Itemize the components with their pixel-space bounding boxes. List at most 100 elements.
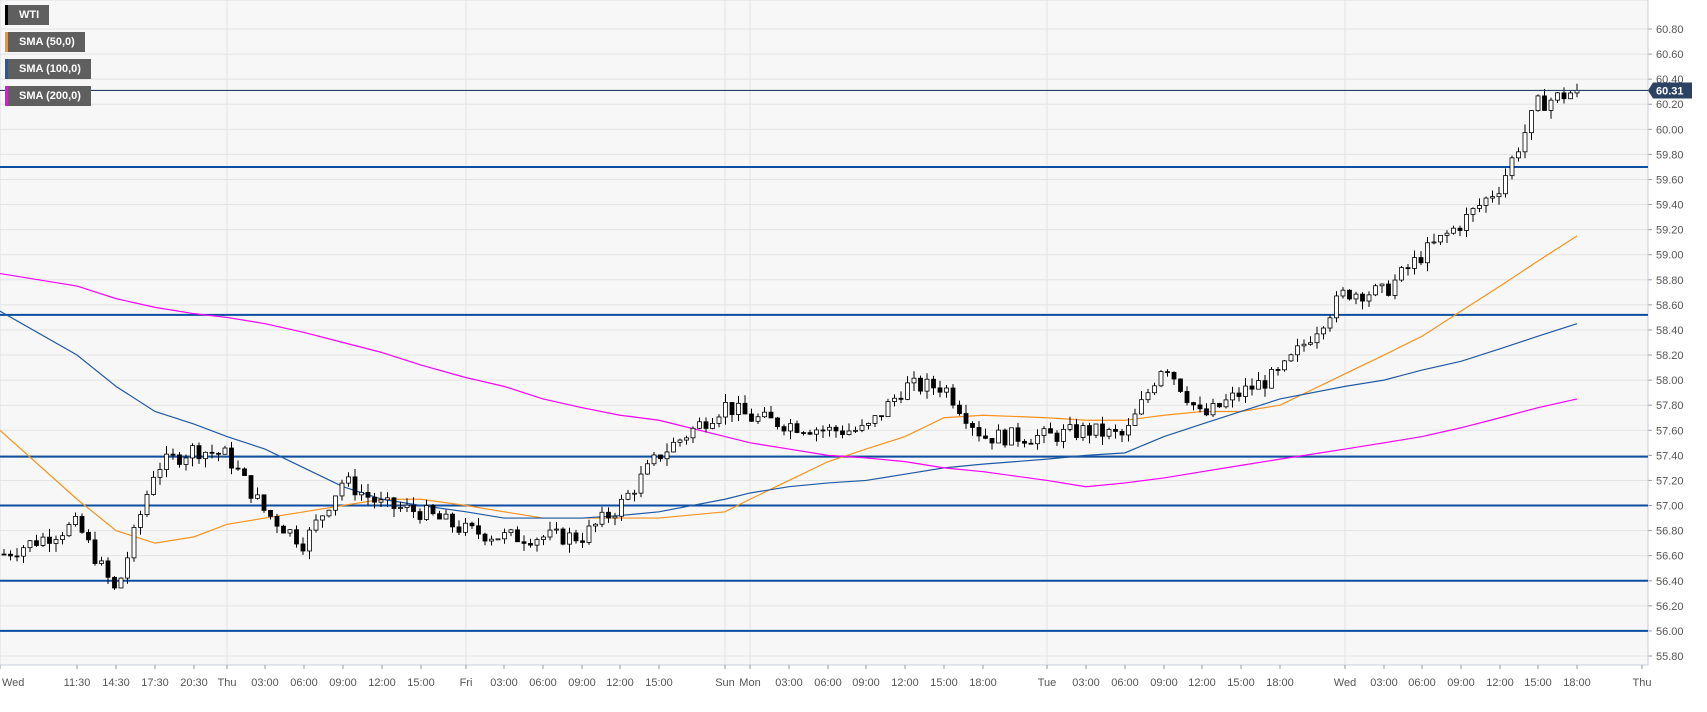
candle-body	[1457, 227, 1463, 231]
x-tick-label: 12:00	[1188, 677, 1216, 689]
candle-body	[456, 526, 462, 533]
candle-body	[983, 435, 988, 439]
candle-body	[1321, 327, 1326, 335]
candle-body	[879, 415, 884, 418]
sma-line	[0, 235, 1578, 544]
candle-body	[775, 417, 780, 428]
candle-body	[528, 543, 533, 546]
candle-body	[1314, 333, 1320, 344]
y-tick-label: 56.80	[1656, 526, 1684, 538]
candle-body	[781, 426, 787, 432]
y-tick-label: 56.20	[1656, 601, 1684, 613]
x-tick-label: 15:00	[930, 677, 958, 689]
legend-item-sma50[interactable]: SMA (50,0)	[5, 32, 85, 52]
candle-body	[1171, 371, 1177, 380]
y-tick-label: 60.00	[1656, 124, 1684, 136]
candle-body	[404, 504, 410, 508]
candle-body	[359, 491, 364, 496]
candle-body	[424, 505, 429, 520]
candles	[1, 83, 1580, 590]
legend-item-wti[interactable]: WTI	[5, 5, 50, 25]
x-tick-label: 09:00	[329, 677, 357, 689]
candle-body	[144, 494, 150, 515]
candle-body	[651, 454, 657, 465]
candle-body	[768, 411, 774, 419]
candle-body	[1360, 293, 1365, 302]
candle-body	[105, 560, 111, 578]
candle-body	[196, 445, 202, 460]
candle-body	[1041, 428, 1047, 436]
candle-body	[664, 451, 670, 460]
candle-body	[1035, 435, 1040, 445]
candle-body	[118, 577, 124, 589]
candle-body	[1152, 385, 1157, 394]
x-tick-label: Thu	[218, 677, 237, 689]
candle-body	[716, 416, 722, 424]
y-tick-label: 57.40	[1656, 450, 1684, 462]
legend-item-sma200[interactable]: SMA (200,0)	[5, 86, 91, 106]
candle-body	[47, 536, 52, 544]
candle-body	[918, 377, 923, 392]
candle-body	[1217, 403, 1222, 408]
candle-body	[1204, 408, 1209, 416]
candle-body	[320, 515, 325, 521]
y-tick-label: 59.60	[1656, 174, 1684, 186]
candle-body	[697, 421, 702, 429]
candle-body	[521, 541, 527, 544]
y-tick-label: 56.60	[1656, 551, 1684, 563]
x-tick-label: Wed	[1334, 677, 1356, 689]
candle-body	[385, 497, 390, 501]
candle-body	[1464, 214, 1469, 231]
candle-body	[944, 387, 949, 393]
x-tick-label: 15:00	[645, 677, 673, 689]
candle-body	[248, 475, 254, 499]
candle-body	[606, 511, 611, 519]
candle-body	[1425, 242, 1430, 264]
candle-body	[489, 538, 494, 542]
y-tick-label: 56.40	[1656, 576, 1684, 588]
candle-body	[1386, 283, 1391, 296]
x-tick-label: 06:00	[529, 677, 557, 689]
x-tick-label: 03:00	[775, 677, 803, 689]
candle-body	[66, 524, 72, 537]
candle-body	[1340, 289, 1346, 297]
candle-body	[1269, 369, 1274, 389]
candle-body	[892, 397, 897, 402]
candle-body	[391, 497, 397, 509]
candle-body	[1262, 380, 1268, 389]
current-price-tag	[1648, 82, 1692, 99]
candle-body	[1366, 294, 1372, 302]
candle-body	[684, 437, 689, 441]
candle-body	[378, 499, 384, 503]
candle-body	[190, 445, 195, 459]
y-tick-label: 57.00	[1656, 501, 1684, 513]
candle-body	[599, 511, 605, 525]
candle-body	[1555, 92, 1560, 101]
candle-body	[1119, 431, 1125, 436]
candle-body	[1002, 429, 1008, 446]
candle-body	[482, 533, 488, 542]
candle-body	[736, 402, 741, 415]
x-tick-label: 09:00	[1150, 677, 1178, 689]
candle-body	[1568, 92, 1573, 100]
candle-body	[463, 522, 468, 533]
y-tick-label: 58.80	[1656, 275, 1684, 287]
x-tick-label: 12:00	[368, 677, 396, 689]
candle-body	[814, 429, 819, 435]
x-tick-label: 06:00	[814, 677, 842, 689]
candle-body	[1308, 342, 1313, 345]
candle-body	[827, 426, 832, 431]
candle-body	[1392, 279, 1398, 296]
candle-body	[989, 437, 995, 444]
legend-item-sma100[interactable]: SMA (100,0)	[5, 59, 91, 79]
x-tick-label: 03:00	[490, 677, 518, 689]
candle-body	[430, 505, 436, 515]
candle-body	[593, 523, 598, 527]
x-tick-label: 20:30	[180, 677, 208, 689]
y-tick-label: 59.40	[1656, 200, 1684, 212]
candle-body	[1535, 95, 1541, 112]
candle-body	[749, 413, 754, 422]
x-tick-label: 18:00	[969, 677, 997, 689]
candle-body	[1503, 175, 1508, 195]
candle-body	[1516, 151, 1521, 159]
